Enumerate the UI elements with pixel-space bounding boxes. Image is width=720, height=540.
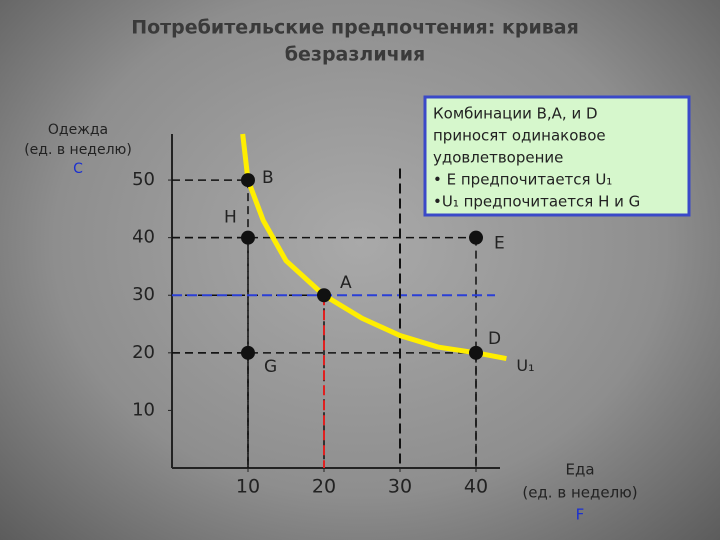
- x-axis-label: Еда: [565, 461, 594, 479]
- point: [469, 230, 483, 245]
- y-tick-label: 30: [132, 284, 155, 305]
- x-tick-label: 20: [312, 476, 336, 498]
- curve-label: U₁: [516, 356, 534, 375]
- point-label: H: [224, 208, 237, 228]
- point-label: A: [340, 273, 352, 293]
- annotation-text: Комбинации B,A, и D: [433, 105, 598, 123]
- point-label: B: [262, 168, 274, 188]
- x-axis-label: (ед. в неделю): [522, 484, 637, 502]
- x-tick-label: 30: [388, 476, 412, 498]
- chart-title: безразличия: [285, 44, 425, 66]
- annotation-box: [423, 95, 691, 217]
- indifference-curve: [240, 133, 507, 362]
- y-tick-label: 40: [132, 227, 155, 248]
- point: [241, 173, 255, 188]
- point-label: G: [264, 357, 277, 377]
- annotation-text: •U₁ предпочитается H и G: [433, 193, 640, 211]
- point-label: D: [488, 329, 501, 349]
- y-tick-label: 10: [132, 399, 155, 420]
- x-tick-label: 10: [236, 476, 260, 498]
- annotation-text: приносят одинаковое: [433, 127, 606, 145]
- x-axis-label: F: [576, 506, 585, 524]
- y-tick-label: 20: [132, 342, 155, 363]
- point: [241, 345, 255, 360]
- point: [317, 288, 331, 303]
- point: [469, 345, 483, 360]
- y-axis-label: Одежда: [48, 122, 108, 138]
- annotation-text: удовлетворение: [433, 149, 563, 167]
- point: [241, 230, 255, 245]
- y-tick-label: 50: [132, 169, 155, 190]
- annotation-text: • E предпочитается U₁: [433, 171, 612, 189]
- x-tick-label: 40: [464, 476, 488, 498]
- point-label: E: [494, 234, 505, 254]
- chart-title: Потребительские предпочтения: кривая: [131, 17, 579, 39]
- y-axis-label: C: [73, 161, 83, 177]
- y-axis-label: (ед. в неделю): [24, 142, 132, 158]
